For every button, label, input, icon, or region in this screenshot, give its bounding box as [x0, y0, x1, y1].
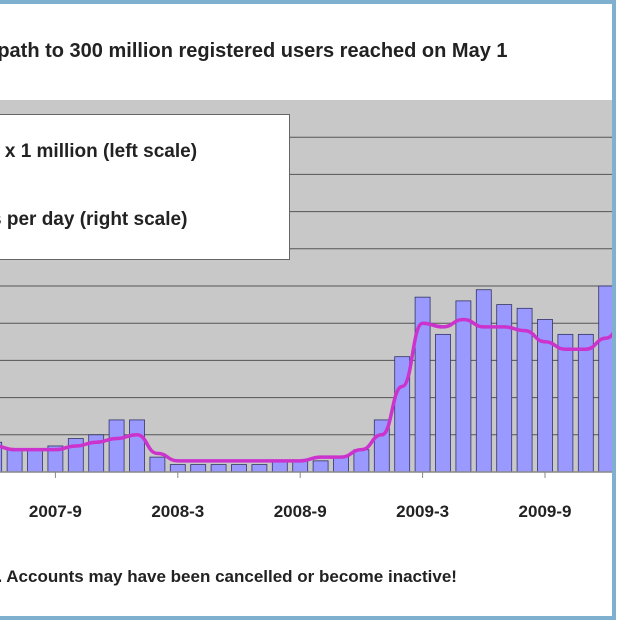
- bar: [6, 449, 23, 473]
- bar: [231, 464, 247, 473]
- chart-svg: 2007-9 2008-3 2008-9 2009-3 2009-9: [0, 100, 612, 521]
- x-tick-labels: 2007-9 2008-3 2008-9 2009-3 2009-9: [29, 472, 572, 521]
- bar: [598, 285, 612, 473]
- bar: [67, 438, 84, 473]
- bar: [333, 456, 349, 473]
- x-tick-label: 2007-9: [29, 502, 82, 521]
- bar: [169, 464, 186, 473]
- legend-item-per-day: s per day (right scale): [0, 209, 188, 230]
- x-tick-label: 2008-9: [274, 502, 327, 521]
- x-tick-label: 2008-3: [151, 502, 204, 521]
- bar: [455, 300, 472, 473]
- legend: s x 1 million (left scale) s per day (ri…: [0, 114, 290, 260]
- x-tick-label: 2009-9: [519, 502, 572, 521]
- footnote: s. Accounts may have been cancelled or b…: [0, 567, 457, 586]
- bar: [129, 419, 145, 473]
- x-tick-label: 2009-3: [396, 502, 449, 521]
- bar: [251, 464, 268, 473]
- chart-title: r path to 300 million registered users r…: [0, 40, 508, 62]
- bar: [27, 449, 43, 473]
- bar: [475, 289, 492, 473]
- bar-series: [0, 285, 612, 473]
- bar: [353, 449, 370, 473]
- legend-item-users: s x 1 million (left scale): [0, 141, 198, 162]
- bar: [108, 419, 125, 473]
- bar: [149, 456, 166, 473]
- bar: [496, 304, 513, 473]
- bar: [210, 464, 227, 473]
- bar: [312, 460, 329, 473]
- series-line: [0, 317, 612, 463]
- bar: [0, 441, 3, 473]
- bar: [557, 333, 574, 473]
- bar: [435, 333, 451, 473]
- bar: [577, 333, 594, 473]
- line-series: [0, 317, 612, 463]
- bar: [190, 464, 207, 473]
